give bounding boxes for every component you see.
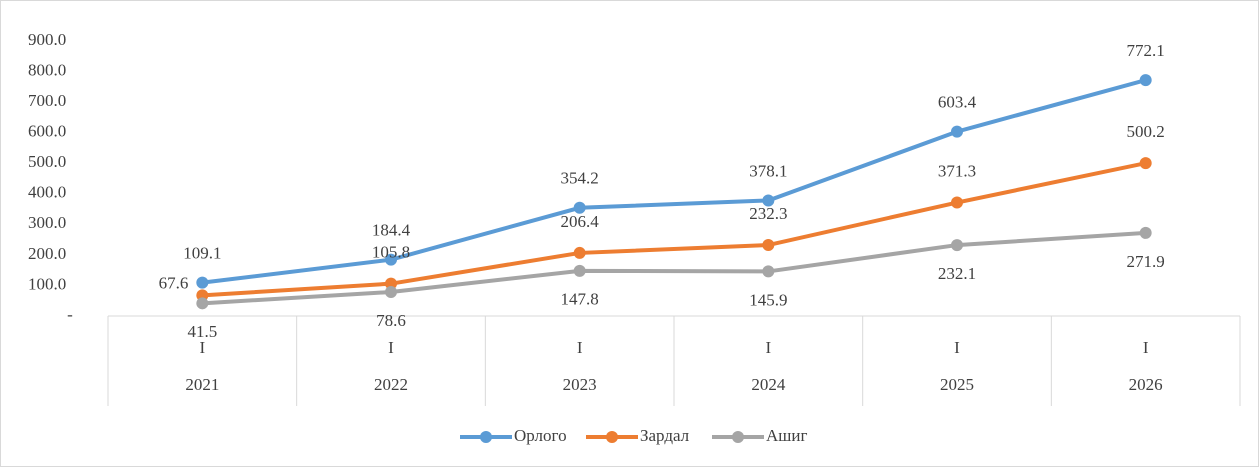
data-label: 354.2 xyxy=(561,169,599,188)
y-tick-label: 600.0 xyxy=(28,122,66,141)
series-line xyxy=(202,161,1147,298)
series-line xyxy=(202,78,1147,285)
data-label: 232.3 xyxy=(749,204,787,223)
data-label: 184.4 xyxy=(372,221,411,240)
data-label: 206.4 xyxy=(561,212,600,231)
data-label: 271.9 xyxy=(1127,252,1165,271)
data-label: 145.9 xyxy=(749,290,787,309)
x-tick-label: 2026 xyxy=(1129,375,1163,394)
y-tick-label: - xyxy=(67,305,73,324)
data-point xyxy=(385,277,397,290)
x-tick-label: I xyxy=(765,338,771,357)
legend-marker xyxy=(480,431,492,443)
y-tick-label: 500.0 xyxy=(28,152,66,171)
data-point xyxy=(762,194,775,207)
x-tick-label: 2023 xyxy=(563,375,597,394)
data-point xyxy=(385,285,397,298)
x-tick-label: I xyxy=(577,338,583,357)
data-point xyxy=(196,276,209,289)
y-tick-label: 700.0 xyxy=(28,91,66,110)
y-tick-label: 200.0 xyxy=(28,244,66,263)
legend-label: Зардал xyxy=(640,426,690,445)
x-tick-label: 2022 xyxy=(374,375,408,394)
y-tick-label: 900.0 xyxy=(28,30,66,49)
data-point xyxy=(1139,157,1152,170)
data-label: 147.8 xyxy=(561,290,599,309)
legend-marker xyxy=(606,431,618,443)
data-point xyxy=(762,239,775,252)
y-tick-label: 800.0 xyxy=(28,60,66,79)
legend-label: Ашиг xyxy=(766,426,807,445)
data-label: 109.1 xyxy=(183,244,221,263)
data-point xyxy=(1139,74,1152,87)
data-point xyxy=(1139,226,1152,239)
data-label: 371.3 xyxy=(938,161,976,180)
data-label: 232.1 xyxy=(938,264,976,283)
x-tick-label: I xyxy=(388,338,394,357)
legend-label: Орлого xyxy=(514,426,567,445)
x-tick-label: 2025 xyxy=(940,375,974,394)
data-point xyxy=(951,239,963,252)
data-point xyxy=(951,125,963,138)
data-label: 772.1 xyxy=(1127,41,1165,60)
y-tick-label: 400.0 xyxy=(28,183,66,202)
data-label: 78.6 xyxy=(376,311,406,330)
data-label: 41.5 xyxy=(187,322,217,341)
x-tick-label: 2024 xyxy=(751,375,786,394)
data-point xyxy=(573,264,586,277)
y-tick-label: 100.0 xyxy=(28,274,66,293)
data-point xyxy=(762,265,775,278)
data-label: 105.8 xyxy=(372,243,410,262)
data-label: 67.6 xyxy=(159,273,189,292)
data-point xyxy=(573,246,586,259)
data-point xyxy=(385,253,397,266)
data-label: 603.4 xyxy=(938,93,977,112)
x-tick-label: I xyxy=(199,338,205,357)
x-tick-label: I xyxy=(1143,338,1149,357)
data-point xyxy=(196,297,209,310)
data-label: 378.1 xyxy=(749,161,787,180)
legend-marker xyxy=(732,431,744,443)
y-tick-label: 300.0 xyxy=(28,213,66,232)
data-point xyxy=(951,196,963,209)
x-tick-label: 2021 xyxy=(185,375,219,394)
data-point xyxy=(573,201,586,214)
series-line xyxy=(202,230,1146,306)
x-tick-label: I xyxy=(954,338,960,357)
data-label: 500.2 xyxy=(1127,122,1165,141)
